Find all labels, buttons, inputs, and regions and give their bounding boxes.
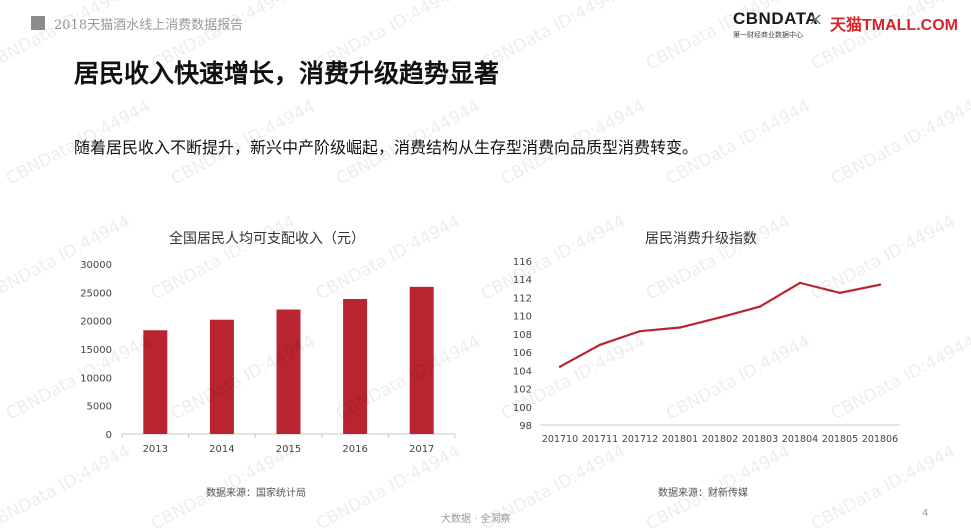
consumption-upgrade-line-chart: 116 114 112 110 108 106 104 102 100 98 201710 20171… bbox=[513, 257, 900, 445]
bar-y-tick-label: 30000 bbox=[80, 260, 112, 271]
tmall-logo: 天猫TMALL.COM bbox=[830, 17, 958, 34]
bar-x-tick-label: 2017 bbox=[409, 444, 434, 455]
line-x-tick-label: 201712 bbox=[622, 434, 658, 445]
report-title: 2018天猫酒水线上消费数据报告 bbox=[54, 18, 244, 33]
watermark-text: CBNData ID:44944 bbox=[828, 97, 971, 190]
upgrade-index-point bbox=[678, 326, 682, 329]
page-title: 居民收入快速增长，消费升级趋势显著 bbox=[74, 59, 500, 88]
bar-x-tick-label: 2013 bbox=[143, 444, 168, 455]
line-y-tick-label: 108 bbox=[513, 330, 532, 341]
line-x-tick-label: 201710 bbox=[542, 434, 578, 445]
bar-x-tick-label: 2015 bbox=[276, 444, 301, 455]
bar-y-tick-label: 10000 bbox=[80, 373, 112, 384]
line-x-tick-label: 201804 bbox=[782, 434, 818, 445]
cbndata-logo-subtitle: 第一财经商业数据中心 bbox=[733, 31, 803, 39]
income-bar bbox=[276, 309, 301, 434]
line-y-tick-label: 112 bbox=[513, 293, 532, 304]
income-bar bbox=[343, 299, 368, 434]
line-x-tick-label: 201805 bbox=[822, 434, 858, 445]
upgrade-index-point bbox=[718, 316, 722, 319]
bar-y-tick-label: 15000 bbox=[80, 345, 112, 356]
upgrade-index-point bbox=[558, 365, 562, 368]
line-y-tick-label: 116 bbox=[513, 257, 532, 268]
cbndata-logo: CBNDATA bbox=[733, 9, 819, 28]
bar-chart-title: 全国居民人均可支配收入（元） bbox=[169, 231, 365, 247]
line-y-tick-label: 114 bbox=[513, 275, 532, 286]
header-square-icon bbox=[31, 16, 45, 30]
page-number: 4 bbox=[922, 508, 929, 519]
bar-y-tick-label: 20000 bbox=[80, 317, 112, 328]
logo-separator: × bbox=[808, 9, 824, 30]
footer-slogan: 大数据 · 全洞察 bbox=[441, 514, 511, 525]
watermark-text: CBNData ID:44944 bbox=[478, 0, 629, 74]
upgrade-index-line bbox=[559, 281, 881, 368]
line-y-tick-label: 106 bbox=[513, 348, 532, 359]
upgrade-index-point bbox=[838, 291, 842, 295]
upgrade-index-point bbox=[598, 343, 602, 347]
page-subtitle: 随着居民收入不断提升，新兴中产阶级崛起，消费结构从生存型消费向品质型消费转变。 bbox=[74, 138, 699, 157]
income-bar bbox=[209, 319, 234, 434]
line-x-tick-label: 201802 bbox=[702, 434, 738, 445]
line-y-tick-label: 100 bbox=[513, 403, 532, 414]
income-bar bbox=[143, 330, 168, 434]
line-x-tick-label: 201801 bbox=[662, 434, 698, 445]
line-y-tick-label: 110 bbox=[513, 312, 532, 323]
bar-x-tick-label: 2016 bbox=[342, 444, 367, 455]
line-y-tick-label: 102 bbox=[513, 385, 532, 396]
line-chart-source: 数据来源：财新传媒 bbox=[658, 488, 748, 499]
bar-y-tick-label: 25000 bbox=[80, 288, 112, 299]
upgrade-index-point bbox=[878, 283, 882, 286]
bar-x-tick-label: 2014 bbox=[209, 444, 234, 455]
bar-chart-source: 数据来源：国家统计局 bbox=[206, 488, 306, 499]
line-y-tick-label: 104 bbox=[513, 366, 532, 377]
line-y-tick-label: 98 bbox=[519, 421, 532, 432]
upgrade-index-point bbox=[638, 329, 642, 333]
upgrade-index-point bbox=[798, 281, 802, 285]
bar-y-tick-label: 0 bbox=[106, 430, 112, 441]
line-x-tick-label: 201803 bbox=[742, 434, 778, 445]
income-bar bbox=[409, 286, 434, 434]
income-bar-chart: 30000 25000 20000 15000 10000 5000 0 2013 2014 20… bbox=[80, 260, 456, 455]
line-x-tick-label: 201711 bbox=[582, 434, 618, 445]
line-chart-title: 居民消费升级指数 bbox=[645, 231, 757, 247]
line-x-tick-label: 201806 bbox=[862, 434, 898, 445]
bar-y-tick-label: 5000 bbox=[87, 402, 112, 413]
upgrade-index-point bbox=[758, 305, 762, 308]
